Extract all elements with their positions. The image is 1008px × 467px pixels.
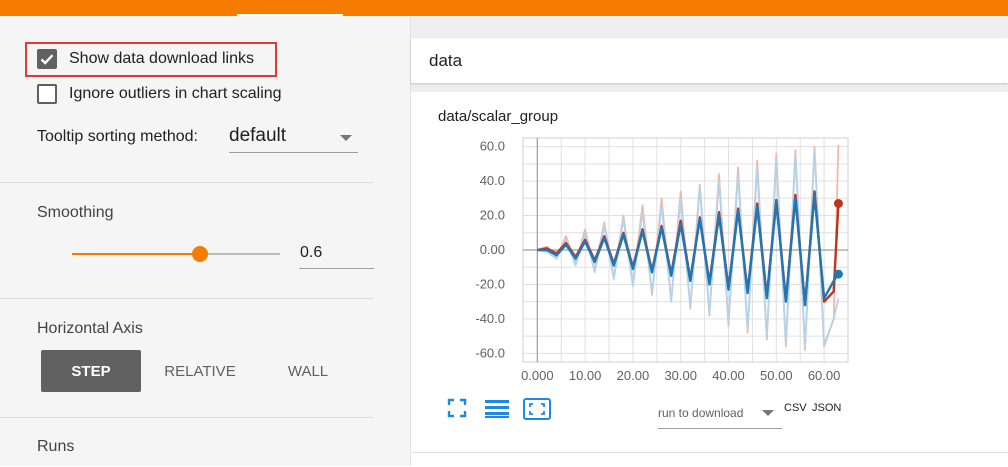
line-chart: 60.0 40.0 20.0 0.00 -20.0 -40.0 -60.0 0.000 10.0…	[475, 137, 849, 383]
x-tick-label: 10.00	[569, 368, 602, 383]
dropdown-arrow-icon	[340, 135, 352, 141]
smoothing-slider-thumb[interactable]	[191, 246, 208, 262]
series-endpoint	[833, 269, 843, 279]
y-tick-label: -40.0	[475, 311, 505, 326]
divider	[0, 298, 374, 299]
x-tick-label: 20.00	[617, 368, 650, 383]
group-name: data	[429, 51, 463, 70]
group-header[interactable]: data	[411, 38, 1008, 83]
runs-title: Runs	[37, 438, 75, 455]
smoothing-value: 0.6	[300, 244, 323, 261]
axis-wall-button[interactable]: WALL	[287, 362, 329, 380]
json-download-link[interactable]: JSON	[812, 402, 842, 414]
y-tick-label: 0.00	[480, 242, 505, 257]
ignore-outliers-checkbox[interactable]	[37, 84, 57, 104]
x-tick-label: 0.000	[521, 368, 554, 383]
show-download-links-row[interactable]: Show data download links	[37, 49, 254, 69]
series-endpoint	[833, 198, 843, 208]
csv-download-link[interactable]: CSV	[784, 402, 807, 414]
x-tick-label: 30.00	[664, 368, 697, 383]
show-download-links-checkbox[interactable]	[37, 49, 57, 69]
horizontal-axis-title: Horizontal Axis	[37, 320, 143, 337]
axis-relative-button[interactable]: RELATIVE	[164, 362, 236, 380]
highlight-box	[25, 42, 277, 77]
y-tick-label: 40.0	[480, 173, 505, 188]
divider	[0, 417, 374, 418]
chart-title: data/scalar_group	[438, 108, 559, 125]
legend-list-icon[interactable]	[485, 398, 509, 418]
divider	[0, 182, 374, 183]
y-tick-label: 20.0	[480, 208, 505, 223]
x-tick-label: 50.00	[760, 368, 793, 383]
tooltip-sorting-value: default	[229, 125, 287, 146]
checkmark-icon	[40, 54, 54, 65]
smoothing-slider[interactable]	[72, 246, 280, 262]
ignore-outliers-label: Ignore outliers in chart scaling	[69, 85, 282, 102]
next-card	[411, 452, 1008, 467]
y-tick-label: -20.0	[475, 276, 505, 291]
smoothing-input[interactable]: 0.6	[299, 240, 374, 269]
tooltip-sorting-label: Tooltip sorting method:	[37, 128, 198, 145]
smoothing-slider-fill	[72, 253, 200, 255]
fullscreen-icon[interactable]	[447, 398, 467, 418]
dropdown-arrow-icon	[762, 410, 774, 416]
y-tick-label: 60.0	[480, 139, 505, 154]
y-tick-label: -60.0	[475, 345, 505, 360]
ignore-outliers-row[interactable]: Ignore outliers in chart scaling	[37, 84, 282, 104]
run-download-select[interactable]: run to download	[658, 400, 782, 429]
show-download-links-label: Show data download links	[69, 50, 255, 67]
x-tick-label: 60.00	[808, 368, 841, 383]
active-tab-indicator	[237, 14, 343, 16]
x-tick-label: 40.00	[712, 368, 745, 383]
series-line-smoothed	[537, 193, 840, 307]
axis-step-button[interactable]: STEP	[41, 350, 141, 392]
sidebar: Show data download links Ignore outliers…	[0, 16, 411, 466]
tooltip-sorting-select[interactable]: default	[229, 124, 358, 153]
chart-card: data/scalar_group 60.0 40.0 20.0 0.00 -20.0 -…	[411, 92, 1008, 462]
run-download-placeholder: run to download	[658, 406, 744, 420]
smoothing-title: Smoothing	[37, 204, 114, 221]
top-toolbar	[0, 0, 1008, 16]
fit-domain-icon[interactable]	[523, 398, 551, 420]
